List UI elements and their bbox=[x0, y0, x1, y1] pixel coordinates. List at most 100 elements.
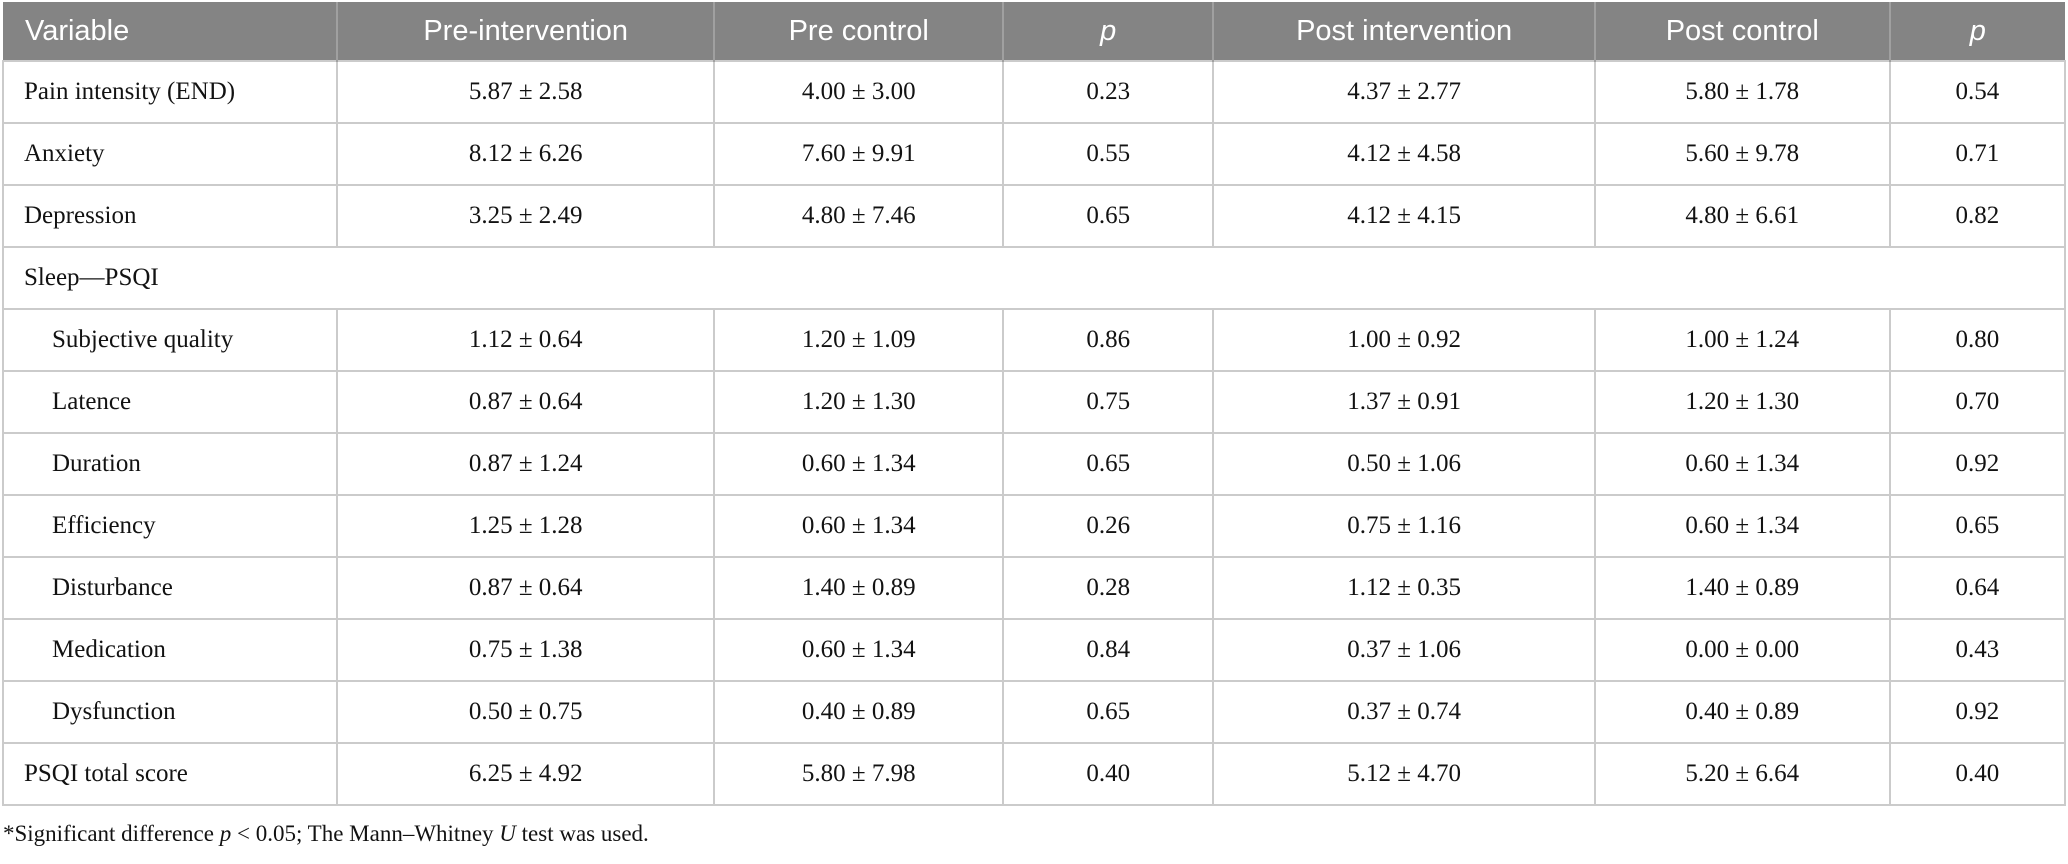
column-header-pre-control: Pre control bbox=[714, 2, 1005, 61]
value-cell: 0.87 ± 1.24 bbox=[336, 432, 716, 496]
value-cell: 0.43 bbox=[1888, 618, 2067, 682]
table-row: PSQI total score 6.25 ± 4.92 5.80 ± 7.98… bbox=[1, 742, 2067, 806]
value-cell: 4.00 ± 3.00 bbox=[713, 60, 1005, 124]
footnote-text: < 0.05; The Mann–Whitney bbox=[231, 821, 500, 846]
value-cell: 0.40 ± 0.89 bbox=[713, 680, 1005, 744]
value-cell: 4.80 ± 6.61 bbox=[1593, 184, 1891, 248]
column-header-post-control: Post control bbox=[1594, 2, 1891, 61]
footnote-p-symbol: p bbox=[219, 821, 232, 846]
value-cell: 0.75 bbox=[1002, 370, 1215, 434]
value-cell: 1.20 ± 1.30 bbox=[713, 370, 1005, 434]
value-cell: 4.12 ± 4.15 bbox=[1212, 184, 1596, 248]
value-cell: 1.20 ± 1.09 bbox=[713, 308, 1005, 372]
variable-cell: Depression bbox=[1, 184, 339, 248]
value-cell: 6.25 ± 4.92 bbox=[336, 742, 716, 806]
variable-cell: Pain intensity (END) bbox=[1, 60, 339, 124]
value-cell: 0.80 bbox=[1888, 308, 2067, 372]
value-cell: 5.12 ± 4.70 bbox=[1212, 742, 1596, 806]
value-cell: 0.65 bbox=[1002, 680, 1215, 744]
variable-cell: Disturbance bbox=[1, 556, 339, 620]
value-cell: 0.75 ± 1.38 bbox=[336, 618, 716, 682]
value-cell: 0.65 bbox=[1002, 432, 1215, 496]
value-cell: 3.25 ± 2.49 bbox=[336, 184, 716, 248]
value-cell: 4.37 ± 2.77 bbox=[1212, 60, 1596, 124]
value-cell: 0.65 bbox=[1888, 494, 2067, 558]
table-row: Anxiety 8.12 ± 6.26 7.60 ± 9.91 0.55 4.1… bbox=[1, 122, 2067, 186]
value-cell: 1.12 ± 0.35 bbox=[1212, 556, 1596, 620]
value-cell: 0.75 ± 1.16 bbox=[1212, 494, 1596, 558]
table-row: Pain intensity (END) 5.87 ± 2.58 4.00 ± … bbox=[1, 60, 2067, 124]
value-cell: 0.92 bbox=[1888, 432, 2067, 496]
value-cell: 8.12 ± 6.26 bbox=[336, 122, 716, 186]
value-cell: 0.40 ± 0.89 bbox=[1593, 680, 1891, 744]
variable-cell: Subjective quality bbox=[1, 308, 339, 372]
value-cell: 0.64 bbox=[1888, 556, 2067, 620]
value-cell: 0.40 bbox=[1888, 742, 2067, 806]
value-cell: 5.80 ± 7.98 bbox=[713, 742, 1005, 806]
value-cell: 1.12 ± 0.64 bbox=[336, 308, 716, 372]
table-row: Duration 0.87 ± 1.24 0.60 ± 1.34 0.65 0.… bbox=[1, 432, 2067, 496]
value-cell: 1.40 ± 0.89 bbox=[713, 556, 1005, 620]
column-header-p-pre: p bbox=[1003, 2, 1215, 61]
table-footnote: *Significant difference p < 0.05; The Ma… bbox=[3, 821, 2068, 847]
table-row: Medication 0.75 ± 1.38 0.60 ± 1.34 0.84 … bbox=[1, 618, 2067, 682]
column-header-post-intervention: Post intervention bbox=[1213, 2, 1596, 61]
value-cell: 0.60 ± 1.34 bbox=[713, 618, 1005, 682]
value-cell: 0.60 ± 1.34 bbox=[713, 494, 1005, 558]
value-cell: 0.28 bbox=[1002, 556, 1215, 620]
value-cell: 0.00 ± 0.00 bbox=[1593, 618, 1891, 682]
value-cell: 0.84 bbox=[1002, 618, 1215, 682]
value-cell: 0.40 bbox=[1002, 742, 1215, 806]
variable-cell: PSQI total score bbox=[1, 742, 339, 806]
value-cell: 7.60 ± 9.91 bbox=[713, 122, 1005, 186]
value-cell: 0.55 bbox=[1002, 122, 1215, 186]
value-cell: 0.60 ± 1.34 bbox=[713, 432, 1005, 496]
value-cell: 0.92 bbox=[1888, 680, 2067, 744]
value-cell: 0.37 ± 0.74 bbox=[1212, 680, 1596, 744]
value-cell: 4.12 ± 4.58 bbox=[1212, 122, 1596, 186]
value-cell: 5.80 ± 1.78 bbox=[1593, 60, 1891, 124]
footnote-u-symbol: U bbox=[499, 821, 516, 846]
value-cell: 0.86 bbox=[1002, 308, 1215, 372]
column-header-pre-intervention: Pre-intervention bbox=[337, 2, 716, 61]
column-header-p-post: p bbox=[1889, 2, 2065, 61]
value-cell: 0.37 ± 1.06 bbox=[1212, 618, 1596, 682]
value-cell: 1.20 ± 1.30 bbox=[1593, 370, 1891, 434]
value-cell: 0.54 bbox=[1888, 60, 2067, 124]
section-label: Sleep—PSQI bbox=[2, 246, 2066, 310]
footnote-text: test was used. bbox=[515, 821, 649, 846]
value-cell: 0.70 bbox=[1888, 370, 2067, 434]
value-cell: 1.40 ± 0.89 bbox=[1593, 556, 1891, 620]
table-row: Depression 3.25 ± 2.49 4.80 ± 7.46 0.65 … bbox=[1, 184, 2067, 248]
variable-cell: Duration bbox=[1, 432, 339, 496]
value-cell: 1.00 ± 0.92 bbox=[1212, 308, 1596, 372]
value-cell: 0.50 ± 0.75 bbox=[336, 680, 716, 744]
table-row: Efficiency 1.25 ± 1.28 0.60 ± 1.34 0.26 … bbox=[1, 494, 2067, 558]
table-row: Dysfunction 0.50 ± 0.75 0.40 ± 0.89 0.65… bbox=[1, 680, 2067, 744]
variable-cell: Medication bbox=[1, 618, 339, 682]
value-cell: 5.60 ± 9.78 bbox=[1593, 122, 1891, 186]
variable-cell: Latence bbox=[1, 370, 339, 434]
table-row: Subjective quality 1.12 ± 0.64 1.20 ± 1.… bbox=[1, 308, 2067, 372]
comparison-table: Variable Pre-intervention Pre control p … bbox=[1, 2, 2067, 806]
value-cell: 1.25 ± 1.28 bbox=[336, 494, 716, 558]
table-row: Latence 0.87 ± 0.64 1.20 ± 1.30 0.75 1.3… bbox=[1, 370, 2067, 434]
variable-cell: Dysfunction bbox=[1, 680, 339, 744]
value-cell: 1.37 ± 0.91 bbox=[1212, 370, 1596, 434]
value-cell: 5.87 ± 2.58 bbox=[336, 60, 716, 124]
value-cell: 0.87 ± 0.64 bbox=[336, 370, 716, 434]
variable-cell: Efficiency bbox=[1, 494, 339, 558]
value-cell: 5.20 ± 6.64 bbox=[1593, 742, 1891, 806]
table-row: Disturbance 0.87 ± 0.64 1.40 ± 0.89 0.28… bbox=[1, 556, 2067, 620]
value-cell: 1.00 ± 1.24 bbox=[1593, 308, 1891, 372]
variable-cell: Anxiety bbox=[1, 122, 339, 186]
value-cell: 0.87 ± 0.64 bbox=[336, 556, 716, 620]
value-cell: 0.82 bbox=[1888, 184, 2067, 248]
footnote-text: *Significant difference bbox=[3, 821, 220, 846]
value-cell: 0.60 ± 1.34 bbox=[1593, 494, 1891, 558]
value-cell: 0.50 ± 1.06 bbox=[1212, 432, 1596, 496]
value-cell: 0.65 bbox=[1002, 184, 1215, 248]
value-cell: 0.26 bbox=[1002, 494, 1215, 558]
value-cell: 0.60 ± 1.34 bbox=[1593, 432, 1891, 496]
